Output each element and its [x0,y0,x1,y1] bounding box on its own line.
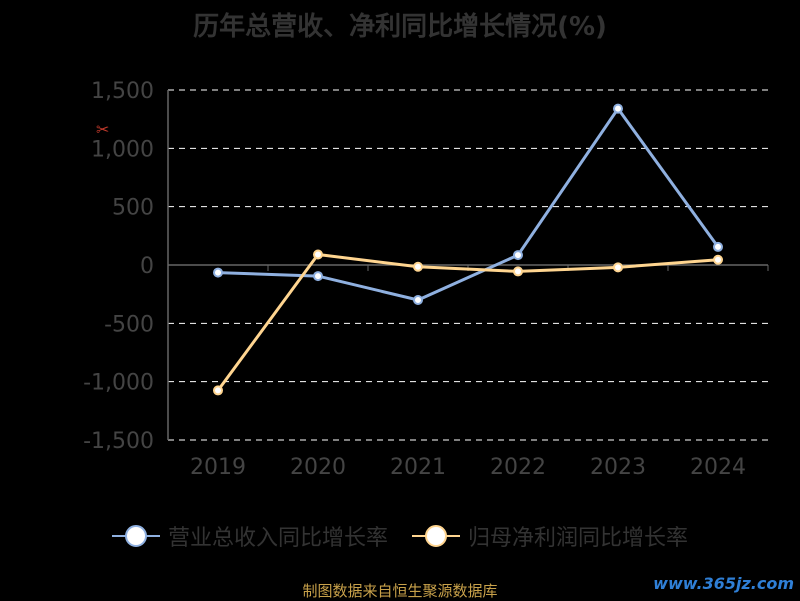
data-point-1 [613,262,623,273]
series-line-1 [216,252,719,392]
link-icon: ✂ [96,120,110,139]
data-point-0 [213,267,223,278]
data-point-1 [213,385,223,396]
source-note: 制图数据来自恒生聚源数据库 [302,582,498,600]
watermark: www.365jz.com [653,574,794,593]
legend-item-profit[interactable]: 归母净利润同比增长率 [412,520,688,552]
legend: 营业总收入同比增长率 归母净利润同比增长率 [0,520,800,552]
data-point-0 [313,271,323,282]
data-point-0 [613,103,623,114]
x-tick-label: 2023 [590,455,646,480]
legend-item-revenue[interactable]: 营业总收入同比增长率 [111,520,388,552]
y-tick-label: 500 [112,196,154,221]
chart-title: 历年总营收、净利同比增长情况(%) [193,12,607,42]
x-tick-label: 2024 [690,455,746,480]
series-line-0 [217,106,720,302]
legend-swatch-revenue [111,525,160,547]
legend-swatch-profit [412,525,460,547]
x-tick-label: 2022 [490,455,546,480]
legend-label-revenue: 营业总收入同比增长率 [167,526,388,551]
data-point-1 [313,249,323,260]
data-point-1 [513,266,523,277]
y-tick-label: 1,500 [91,79,154,104]
x-tick-label: 2021 [390,455,446,480]
data-point-0 [713,241,723,252]
data-point-0 [513,250,523,261]
legend-label-profit: 归母净利润同比增长率 [468,526,689,551]
y-tick-label: -500 [104,312,154,337]
x-tick-label: 2020 [290,455,346,480]
y-tick-label: -1,500 [83,429,154,454]
y-tick-label: 0 [140,254,154,279]
y-tick-label: -1,000 [83,371,154,396]
y-tick-label: 1,000 [91,137,154,162]
x-tick-label: 2019 [190,455,246,480]
data-point-1 [413,261,423,272]
data-point-0 [413,295,423,305]
data-point-1 [713,254,723,265]
